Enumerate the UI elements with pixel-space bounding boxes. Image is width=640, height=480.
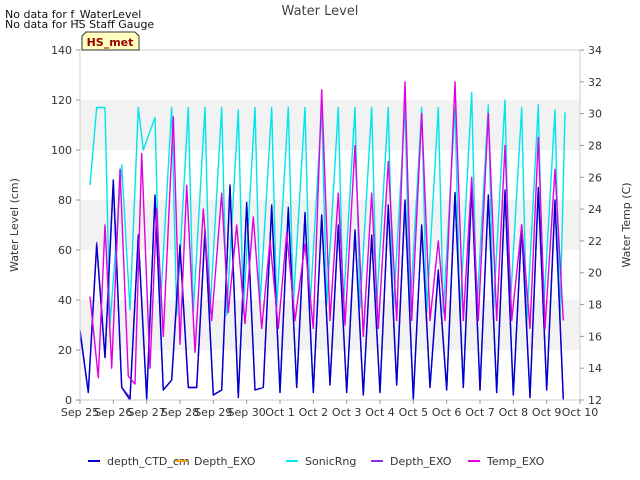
y2-tick-label: 14	[588, 362, 602, 375]
x-tick-label: Oct 2	[299, 406, 329, 419]
legend-label: Depth_EXO	[194, 455, 256, 468]
y2-tick-label: 18	[588, 299, 602, 312]
y-tick-label: 80	[58, 194, 72, 207]
x-tick-label: Oct 7	[465, 406, 495, 419]
y2-tick-label: 22	[588, 235, 602, 248]
plot-frame	[79, 49, 581, 401]
x-tick-label: Sep 30	[228, 406, 266, 419]
y2-tick-label: 26	[588, 171, 602, 184]
legend-item: Temp_EXO	[468, 455, 545, 468]
y-tick-label: 140	[51, 44, 72, 57]
grid-band	[80, 50, 580, 100]
x-tick-label: Sep 27	[128, 406, 166, 419]
y-tick-label: 60	[58, 244, 72, 257]
y-tick-label: 0	[65, 394, 72, 407]
station-badge: HS_met	[81, 31, 140, 51]
y2-tick-label: 28	[588, 139, 602, 152]
legend: depth_CTD_cm Depth_EXO SonicRng Depth_EXO Te…	[88, 455, 545, 468]
grid-band	[80, 100, 580, 150]
grid-band	[80, 150, 580, 200]
legend-label: SonicRng	[305, 455, 356, 468]
x-tick-label: Sep 29	[194, 406, 232, 419]
y2-tick-label: 20	[588, 267, 602, 280]
y2-tick-label: 34	[588, 44, 602, 57]
y-axis-label: Water Level (cm)	[8, 178, 21, 272]
legend-label: depth_CTD_cm	[107, 455, 190, 468]
y2-tick-label: 12	[588, 394, 602, 407]
x-tick-label: Oct 5	[399, 406, 429, 419]
y-tick-label: 20	[58, 344, 72, 357]
x-tick-label: Oct 1	[265, 406, 295, 419]
legend-label: Temp_EXO	[486, 455, 545, 468]
series-line-depth-ctd-cm	[79, 179, 564, 401]
x-tick-label: Sep 26	[94, 406, 132, 419]
y2-tick-label: 32	[588, 76, 602, 89]
x-tick-label: Oct 6	[432, 406, 462, 419]
y2-tick-label: 30	[588, 108, 602, 121]
x-tick-label: Sep 25	[61, 406, 99, 419]
legend-item: Depth_EXO	[175, 455, 256, 468]
x-tick-label: Sep 28	[161, 406, 199, 419]
note-line-2: No data for HS Staff Gauge	[5, 18, 154, 31]
note-line-1: No data for f_WaterLevel	[5, 8, 141, 21]
x-tick-label: Oct 10	[562, 406, 599, 419]
series-layer	[79, 81, 566, 401]
station-badge-label: HS_met	[87, 36, 134, 49]
chart-title: Water Level	[282, 4, 359, 19]
y2-axis-label: Water Temp (C)	[620, 182, 633, 267]
x-tick-label: Oct 9	[532, 406, 562, 419]
series-line-temp-exo	[89, 81, 564, 385]
legend-label: Depth_EXO	[390, 455, 452, 468]
x-tick-label: Oct 3	[332, 406, 362, 419]
axes: 0 20 40 60 80 100 120 140 12 14 16 18 20 22 24 26 28 30 32…	[51, 44, 602, 419]
x-tick-label: Oct 4	[365, 406, 395, 419]
y2-tick-label: 16	[588, 330, 602, 343]
y-tick-label: 120	[51, 94, 72, 107]
y-tick-label: 40	[58, 294, 72, 307]
y2-tick-label: 24	[588, 203, 602, 216]
legend-item: depth_CTD_cm	[88, 455, 190, 468]
legend-item: Depth_EXO	[371, 455, 452, 468]
legend-item: SonicRng	[286, 455, 356, 468]
y-tick-label: 100	[51, 144, 72, 157]
x-tick-label: Oct 8	[499, 406, 529, 419]
